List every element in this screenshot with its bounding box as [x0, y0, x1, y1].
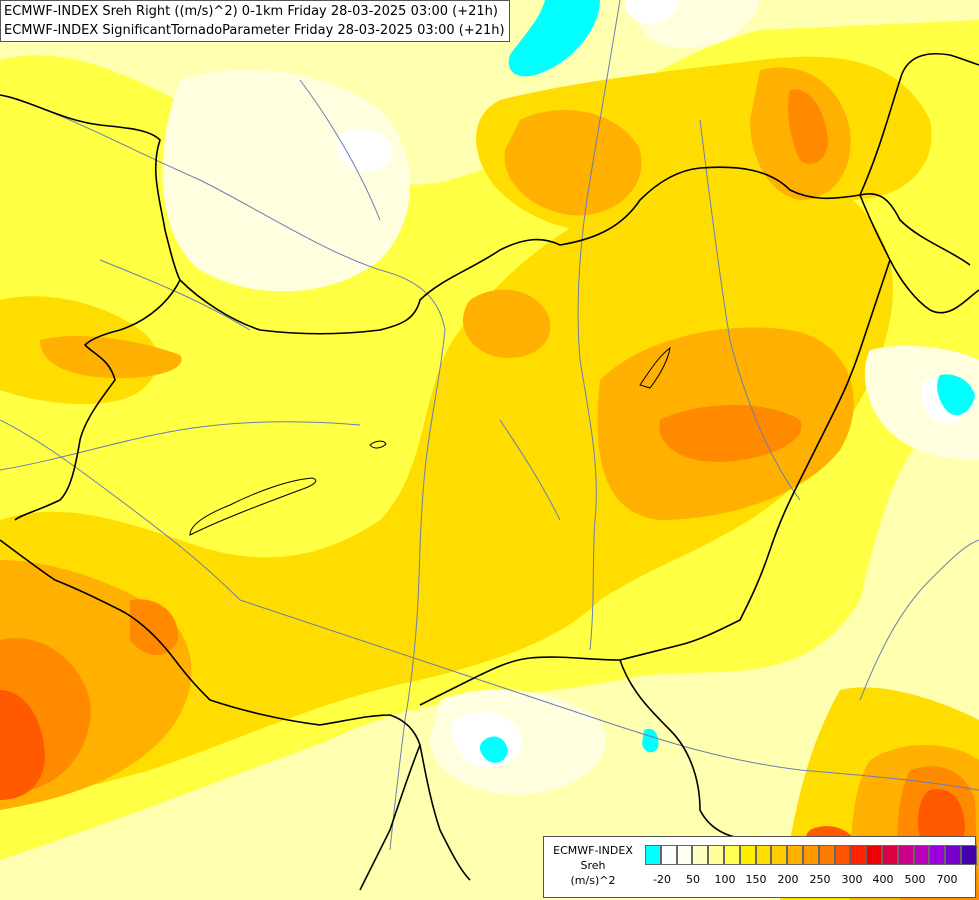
legend-tick-label: 250: [809, 873, 831, 886]
legend-swatch: [771, 845, 788, 865]
legend-swatch: [913, 845, 930, 865]
legend-swatch: [866, 845, 882, 865]
sreh-field-cyan: [479, 0, 975, 763]
legend-tick-label: 200: [777, 873, 799, 886]
legend-swatch: [818, 845, 835, 865]
map-title-line1: ECMWF-INDEX Sreh Right ((m/s)^2) 0-1km F…: [4, 4, 498, 19]
legend-swatch: [802, 845, 819, 865]
legend-swatch: [755, 845, 772, 865]
legend-swatch: [739, 845, 756, 865]
legend-swatch: [676, 845, 693, 865]
legend-name-line1: ECMWF-INDEX: [553, 844, 633, 857]
legend-swatch: [692, 845, 709, 865]
legend-swatch: [660, 845, 677, 865]
legend-swatch: [881, 845, 898, 865]
legend-swatch: [723, 845, 740, 865]
legend-swatches: [645, 845, 977, 865]
map-title-line2: ECMWF-INDEX SignificantTornadoParameter …: [4, 23, 505, 38]
legend-tick-label: 700: [936, 873, 958, 886]
legend-swatch: [787, 845, 803, 865]
legend-tick-label: 300: [841, 873, 863, 886]
legend-name: ECMWF-INDEX Sreh (m/s)^2: [544, 843, 642, 888]
legend-swatch: [960, 845, 977, 865]
legend-name-line3: (m/s)^2: [570, 874, 616, 887]
legend-tick-label: 400: [872, 873, 894, 886]
legend-tick-label: 100: [714, 873, 736, 886]
legend-name-line2: Sreh: [580, 859, 606, 872]
legend-tick-label: 50: [686, 873, 700, 886]
color-legend: ECMWF-INDEX Sreh (m/s)^2 -20 50 100 150 200 2…: [543, 836, 977, 898]
legend-swatch: [645, 845, 661, 865]
legend-tick-label: -20: [653, 873, 671, 886]
legend-ticks: -20 50 100 150 200 250 300 400 500 700: [645, 873, 975, 889]
legend-swatch: [945, 845, 961, 865]
legend-swatch: [929, 845, 946, 865]
legend-swatch: [897, 845, 914, 865]
map-title-box: ECMWF-INDEX Sreh Right ((m/s)^2) 0-1km F…: [0, 0, 510, 42]
legend-tick-label: 500: [904, 873, 926, 886]
legend-swatch: [850, 845, 867, 865]
lakes: [189, 346, 671, 536]
rivers: [0, 0, 979, 851]
country-borders: [0, 53, 979, 891]
legend-swatch: [708, 845, 724, 865]
legend-swatch: [834, 845, 851, 865]
legend-tick-label: 150: [745, 873, 767, 886]
